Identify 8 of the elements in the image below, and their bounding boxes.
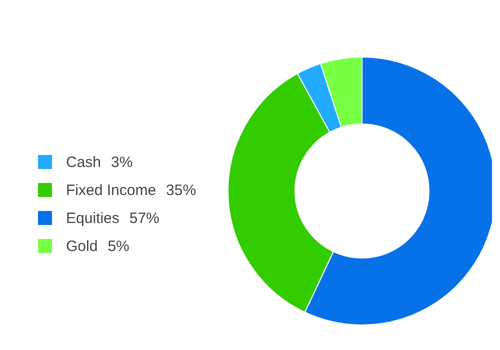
legend-label: Cash xyxy=(66,154,102,170)
data-label: 5% xyxy=(108,238,130,254)
legend-label: Fixed Income xyxy=(66,182,156,198)
legend-label: Equities xyxy=(66,210,120,226)
data-label: 35% xyxy=(166,182,196,198)
data-label: 3% xyxy=(111,154,133,170)
legend-label: Gold xyxy=(66,238,98,254)
data-label: 57% xyxy=(129,210,160,226)
